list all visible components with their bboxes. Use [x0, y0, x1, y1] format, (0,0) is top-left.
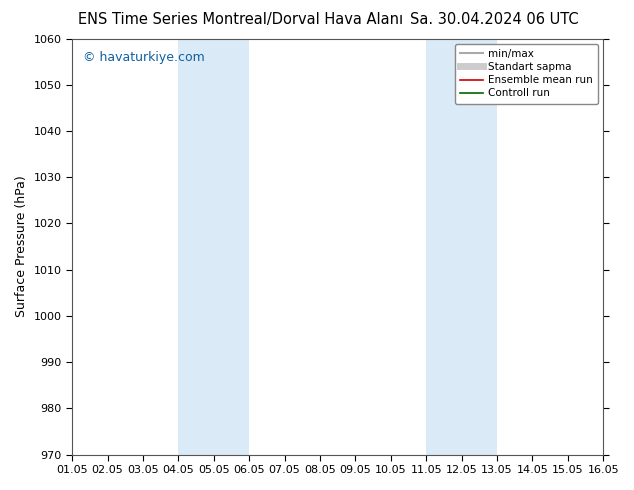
Y-axis label: Surface Pressure (hPa): Surface Pressure (hPa)	[15, 176, 28, 318]
Text: © havaturkiye.com: © havaturkiye.com	[82, 51, 205, 64]
Text: ENS Time Series Montreal/Dorval Hava Alanı: ENS Time Series Montreal/Dorval Hava Ala…	[79, 12, 403, 27]
Legend: min/max, Standart sapma, Ensemble mean run, Controll run: min/max, Standart sapma, Ensemble mean r…	[455, 44, 598, 103]
Bar	[426, 39, 497, 455]
Text: Sa. 30.04.2024 06 UTC: Sa. 30.04.2024 06 UTC	[410, 12, 579, 27]
Bar	[178, 39, 249, 455]
